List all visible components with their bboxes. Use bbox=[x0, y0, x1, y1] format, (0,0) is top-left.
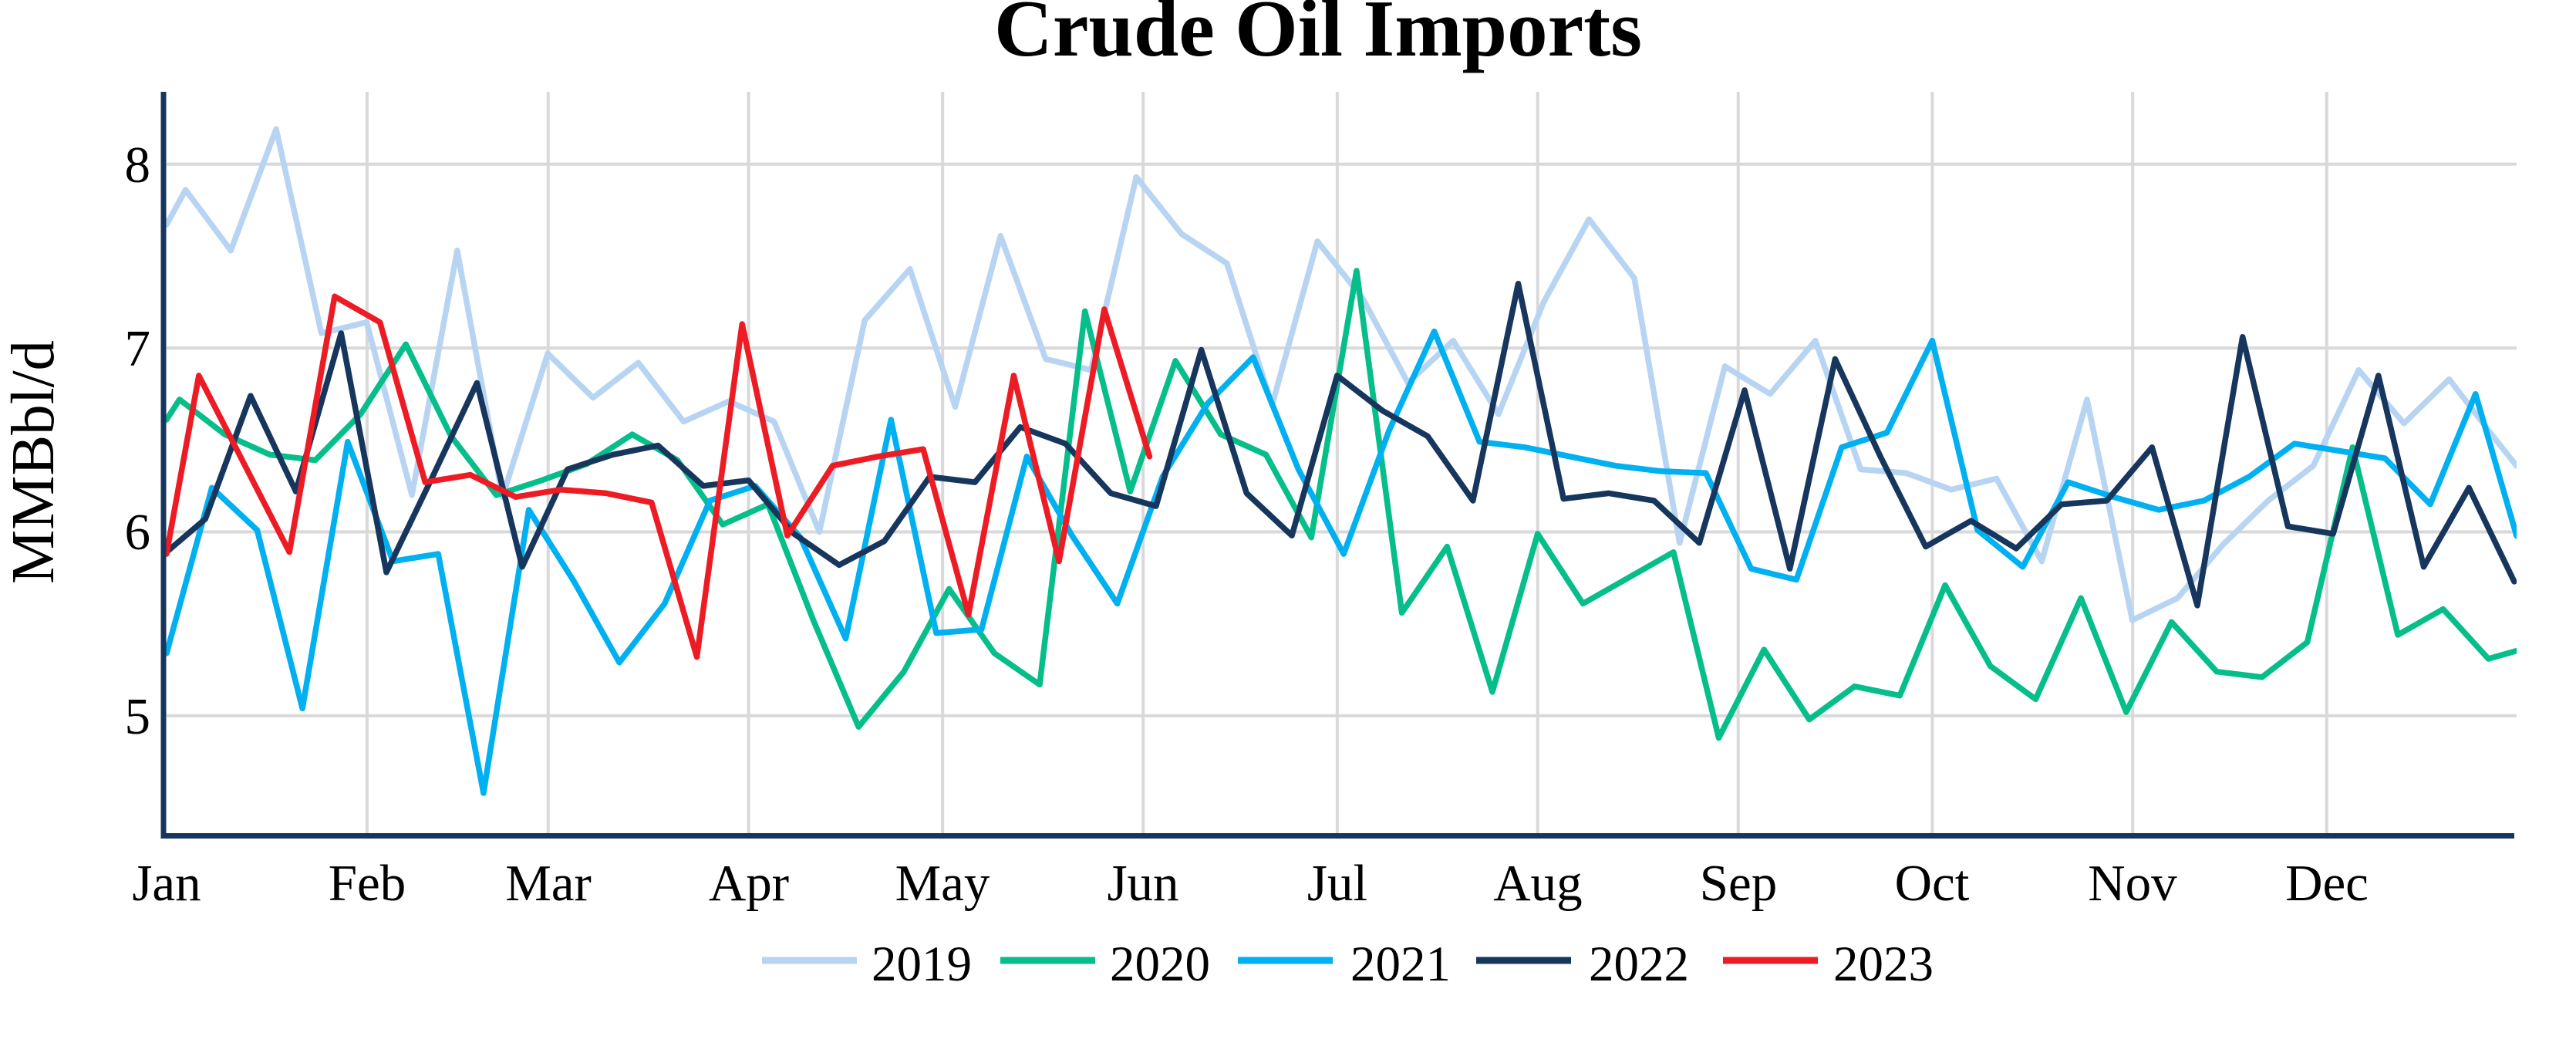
svg-text:Dec: Dec bbox=[2285, 855, 2369, 912]
svg-text:Oct: Oct bbox=[1895, 855, 1970, 912]
svg-text:7: 7 bbox=[125, 320, 151, 377]
svg-text:Mar: Mar bbox=[505, 855, 592, 912]
svg-text:Feb: Feb bbox=[329, 855, 406, 912]
svg-text:8: 8 bbox=[125, 137, 151, 194]
svg-text:Jun: Jun bbox=[1107, 855, 1178, 912]
svg-text:6: 6 bbox=[125, 504, 151, 561]
svg-text:2021: 2021 bbox=[1350, 937, 1451, 992]
svg-text:Jul: Jul bbox=[1307, 855, 1367, 912]
svg-text:Nov: Nov bbox=[2088, 855, 2177, 912]
svg-text:Aug: Aug bbox=[1493, 855, 1582, 912]
svg-text:5: 5 bbox=[125, 688, 151, 745]
svg-text:MMBbl/d: MMBbl/d bbox=[0, 340, 67, 584]
svg-text:Apr: Apr bbox=[709, 855, 789, 912]
svg-text:May: May bbox=[895, 855, 990, 912]
svg-text:2022: 2022 bbox=[1589, 937, 1689, 992]
svg-text:2023: 2023 bbox=[1833, 937, 1934, 992]
svg-text:2020: 2020 bbox=[1110, 937, 1210, 992]
svg-text:Sep: Sep bbox=[1700, 855, 1778, 912]
svg-text:Jan: Jan bbox=[132, 855, 201, 912]
svg-text:Crude Oil Imports: Crude Oil Imports bbox=[994, 0, 1642, 73]
svg-text:2019: 2019 bbox=[872, 937, 972, 992]
